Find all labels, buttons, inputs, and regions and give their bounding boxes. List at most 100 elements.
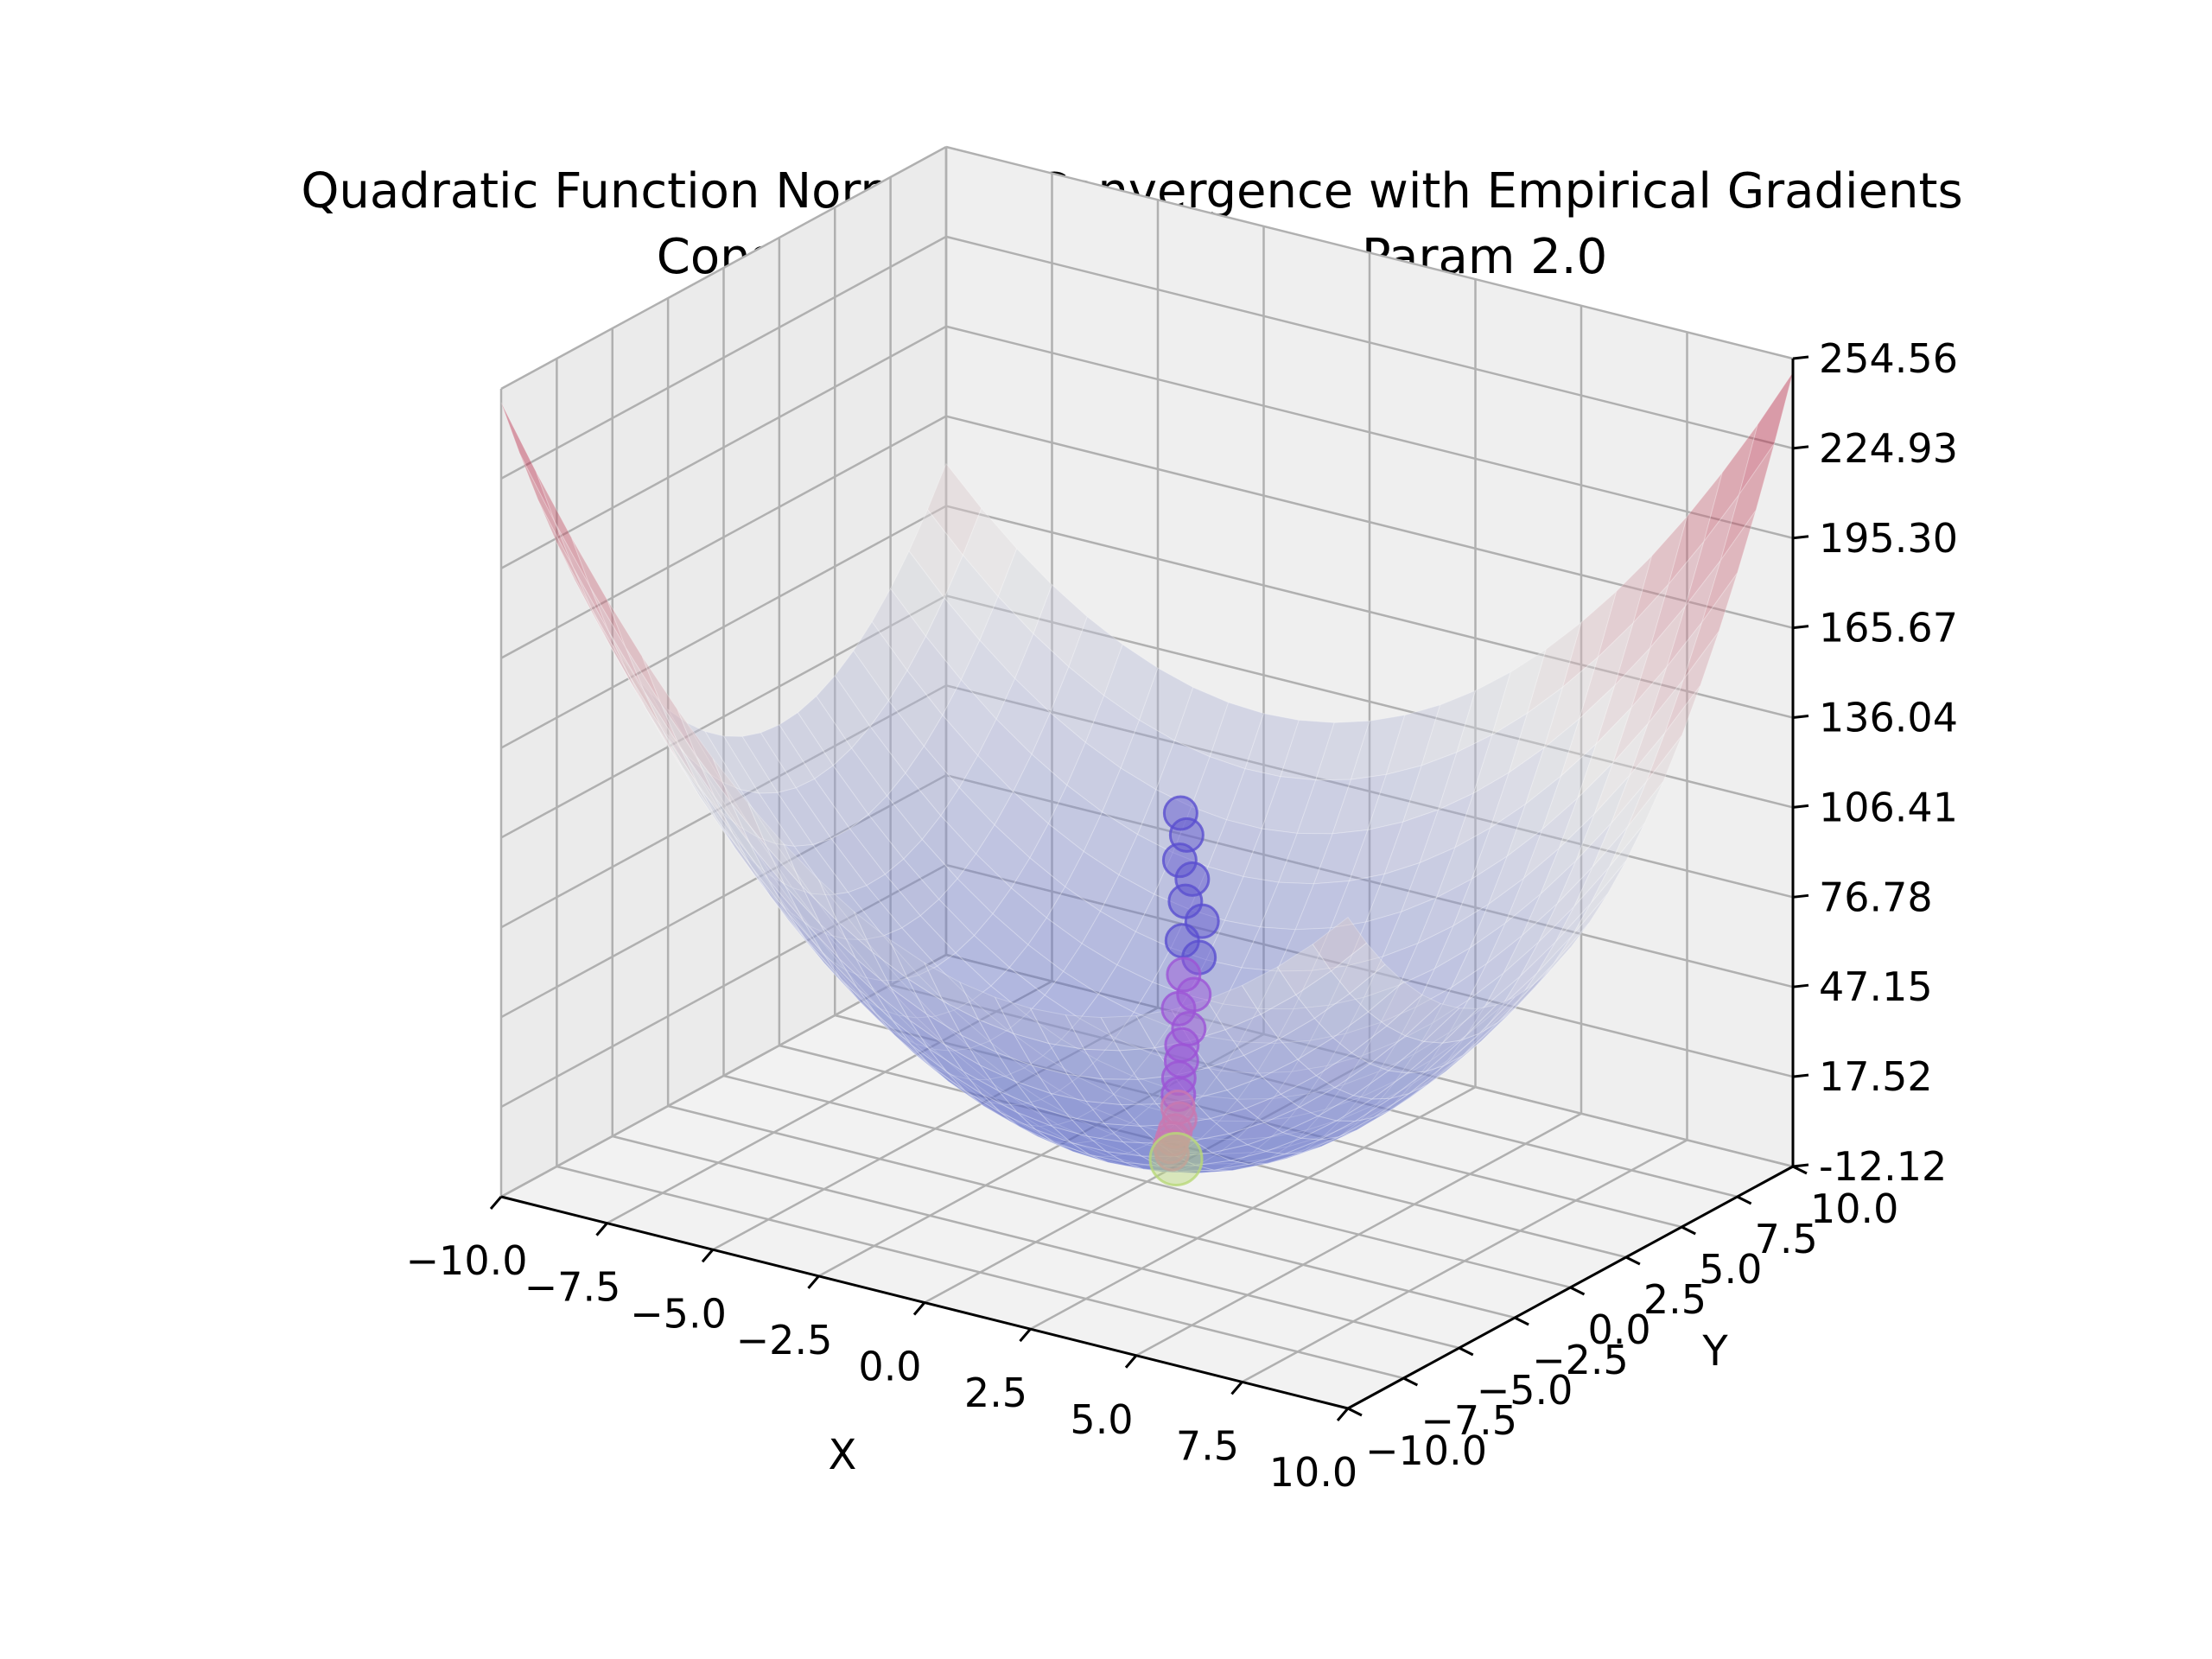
surface-patch [712, 758, 767, 848]
surface-patch [1517, 935, 1573, 1001]
surface-patch [1630, 606, 1686, 709]
surface-patch [1278, 832, 1333, 885]
gridline [945, 684, 1794, 899]
surface-patch [1014, 632, 1070, 714]
surface-patch [826, 933, 883, 982]
surface-patch [662, 729, 717, 819]
surface-patch [931, 1048, 989, 1081]
surface-patch [973, 912, 1029, 969]
surface-patch [1593, 722, 1649, 815]
surface-patch [1207, 1054, 1263, 1091]
z-tick-label: 165.67 [1819, 605, 1958, 652]
surface-patch [1039, 1090, 1096, 1120]
surface-patch [847, 885, 903, 937]
surface-patch [1523, 798, 1579, 879]
surface-patch [1558, 762, 1614, 849]
surface-patch [1313, 829, 1369, 885]
trajectory-point [1161, 842, 1198, 879]
surface-patch [680, 765, 736, 849]
surface-patch [536, 472, 591, 588]
surface-patch [1460, 996, 1516, 1041]
surface-patch [1554, 867, 1610, 943]
surface-patch [715, 817, 771, 897]
gridline [500, 325, 947, 569]
surface-patch [1110, 1122, 1167, 1146]
y-axis-label: Y [1701, 1327, 1728, 1376]
surface-patch [1609, 781, 1664, 868]
surface-patch [1083, 810, 1139, 876]
surface-patch [1062, 943, 1118, 995]
surface-patch [967, 1078, 1025, 1106]
surface-patch [1068, 615, 1123, 696]
surface-patch [593, 614, 649, 709]
surface-patch [589, 587, 645, 691]
surface-patch [772, 894, 827, 958]
surface-patch [832, 747, 888, 816]
surface-patch [988, 1029, 1044, 1069]
surface-patch [1053, 1142, 1109, 1163]
surface-patch [1573, 826, 1629, 907]
surface-patch [1328, 956, 1384, 1007]
surface-patch [877, 1019, 932, 1066]
surface-patch [736, 845, 791, 913]
surface-patch [1269, 1135, 1324, 1160]
z-tick-mark [1792, 1163, 1809, 1168]
surface-patch [1350, 714, 1406, 780]
surface-patch [519, 453, 575, 569]
surface-patch [1377, 1021, 1434, 1073]
surface-patch [753, 874, 808, 942]
surface-patch [1293, 965, 1349, 1010]
surface-patch [1486, 893, 1541, 964]
surface-patch [1249, 1152, 1304, 1165]
surface-patch [1042, 1039, 1098, 1078]
surface-patch [1419, 792, 1475, 864]
surface-patch [1335, 1097, 1392, 1122]
surface-patch [1066, 1073, 1122, 1106]
surface-patch [1211, 1144, 1268, 1161]
surface-patch [684, 753, 740, 827]
surface-patch [1236, 1071, 1293, 1100]
z-tick-mark [1792, 625, 1809, 630]
surface-patch [1649, 541, 1705, 649]
gridline [834, 1014, 1682, 1229]
surface-patch [927, 1047, 982, 1095]
surface-patch [1428, 1032, 1484, 1082]
trajectory-end-point [1148, 1131, 1204, 1186]
surface-patch [992, 887, 1047, 946]
surface-patch [1014, 1080, 1071, 1118]
surface-patch [825, 957, 880, 1009]
surface-patch [1456, 671, 1512, 753]
surface-patch [1597, 554, 1653, 659]
surface-patch [697, 784, 753, 868]
surface-patch [779, 712, 834, 780]
surface-patch [906, 977, 963, 1037]
surface-patch [571, 537, 626, 648]
surface-patch [1272, 1065, 1328, 1100]
surface-patch [1029, 823, 1084, 888]
trajectory-points [1148, 795, 1220, 1186]
surface-patch [749, 842, 804, 922]
surface-patch [699, 796, 754, 874]
surface-patch [950, 1047, 1007, 1081]
surface-patch [1241, 926, 1296, 972]
surface-patch [1449, 972, 1504, 1033]
surface-patch [1389, 1065, 1445, 1099]
surface-patch [1278, 1017, 1334, 1060]
surface-patch [997, 547, 1053, 635]
surface-patch [1369, 1035, 1425, 1071]
surface-patch [1387, 1040, 1444, 1074]
z-tick-mark [1792, 715, 1809, 720]
surface-patch [1536, 903, 1592, 974]
surface-patch [783, 842, 838, 922]
surface-patch [1253, 1093, 1310, 1122]
z-tick-mark [1792, 1073, 1809, 1078]
surface-patch [1230, 1151, 1285, 1165]
surface-patch [894, 1034, 950, 1083]
y-tick-mark [1569, 1286, 1586, 1296]
gridline [500, 594, 947, 839]
surface-patch [1341, 1080, 1396, 1120]
surface-patch [946, 1071, 1001, 1113]
surface-patch [1021, 1098, 1078, 1126]
surface-patch [1259, 881, 1315, 931]
surface-patch [1001, 1116, 1057, 1143]
